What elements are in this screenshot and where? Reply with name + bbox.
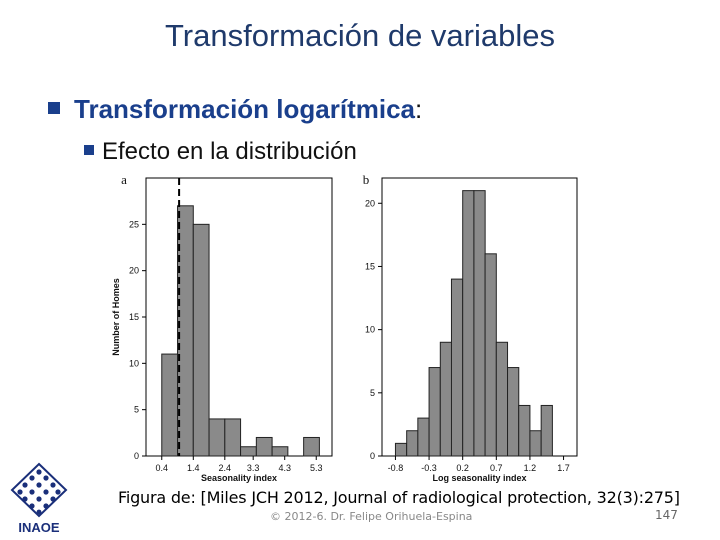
- histogram-bar: [161, 353, 179, 457]
- histogram-bar: [406, 430, 419, 457]
- y-tick-label: 5: [134, 405, 139, 415]
- x-tick-label: 3.3: [247, 463, 260, 473]
- x-tick-label: 2.4: [219, 463, 232, 473]
- histogram-bar: [255, 436, 273, 457]
- histogram-bar: [208, 418, 226, 457]
- y-tick-label: 10: [365, 325, 375, 335]
- slide-title: Transformación de variables: [165, 18, 555, 53]
- x-tick-label: 4.3: [278, 463, 291, 473]
- y-tick-label: 0: [370, 451, 375, 461]
- histogram-bar: [303, 436, 320, 457]
- histogram-bar: [495, 341, 509, 457]
- slide-footer: © 2012-6. Dr. Felipe Orihuela-Espina: [270, 510, 473, 523]
- figure-caption: Figura de: [Miles JCH 2012, Journal of r…: [118, 488, 680, 507]
- histogram-bar: [484, 253, 497, 457]
- y-tick-label: 0: [134, 451, 139, 461]
- y-tick-label: 10: [129, 358, 139, 368]
- x-axis-label: Seasonality index: [201, 473, 277, 483]
- bullet-square-icon: [84, 144, 94, 155]
- histogram-bar: [529, 430, 542, 457]
- bullet1-colon: :: [414, 94, 423, 124]
- x-tick-label: 0.2: [456, 463, 469, 473]
- panel-label: a: [121, 172, 127, 187]
- histogram-bar: [417, 417, 430, 457]
- histogram-bar: [271, 446, 289, 457]
- panel-label: b: [363, 172, 370, 187]
- bullet1-text: Transformación logarítmica: [74, 94, 415, 124]
- histogram-bar: [462, 190, 475, 457]
- x-axis-label: Log seasonality index: [432, 473, 526, 483]
- y-axis-label: Number of Homes: [111, 278, 121, 356]
- page-number: 147: [655, 508, 678, 522]
- histogram-bar: [192, 223, 210, 457]
- bullet-level1: Transformación logarítmica:: [48, 94, 422, 125]
- histogram-bar: [518, 404, 531, 457]
- histogram-figure: 0 5 10 15 20 25 0.4 1.4 2.4 3.3 4.3 5.3 Seasonality …: [111, 172, 578, 483]
- histogram-bar: [507, 367, 520, 457]
- x-tick-label: 1.4: [187, 463, 200, 473]
- bullet-level2: Efecto en la distribución: [84, 138, 357, 166]
- x-tick-label: -0.8: [388, 463, 404, 473]
- logo-text: INAOE: [18, 520, 60, 535]
- x-tick-label: 5.3: [310, 463, 323, 473]
- y-tick-label: 25: [129, 219, 139, 229]
- inaoe-logo: INAOE: [10, 462, 68, 535]
- histogram-bar: [240, 446, 257, 457]
- histogram-bar: [394, 442, 408, 457]
- histogram-bar: [177, 205, 194, 457]
- bullet-square-icon: [48, 102, 60, 115]
- x-tick-label: 0.7: [490, 463, 503, 473]
- histogram-bar: [540, 404, 553, 457]
- bullet2-text: Efecto en la distribución: [102, 138, 357, 165]
- y-tick-label: 20: [365, 198, 375, 208]
- y-tick-label: 5: [370, 388, 375, 398]
- y-tick-label: 15: [365, 261, 375, 271]
- x-tick-label: 1.2: [524, 463, 537, 473]
- y-tick-label: 15: [129, 312, 139, 322]
- x-tick-label: 0.4: [156, 463, 169, 473]
- histogram-bar: [439, 341, 453, 457]
- histogram-bar: [450, 278, 464, 457]
- x-tick-label: -0.3: [421, 463, 437, 473]
- histogram-bar: [473, 190, 486, 457]
- x-tick-label: 1.7: [557, 463, 570, 473]
- histogram-bar: [224, 418, 242, 457]
- histogram-bar: [428, 367, 441, 457]
- y-tick-label: 20: [129, 266, 139, 276]
